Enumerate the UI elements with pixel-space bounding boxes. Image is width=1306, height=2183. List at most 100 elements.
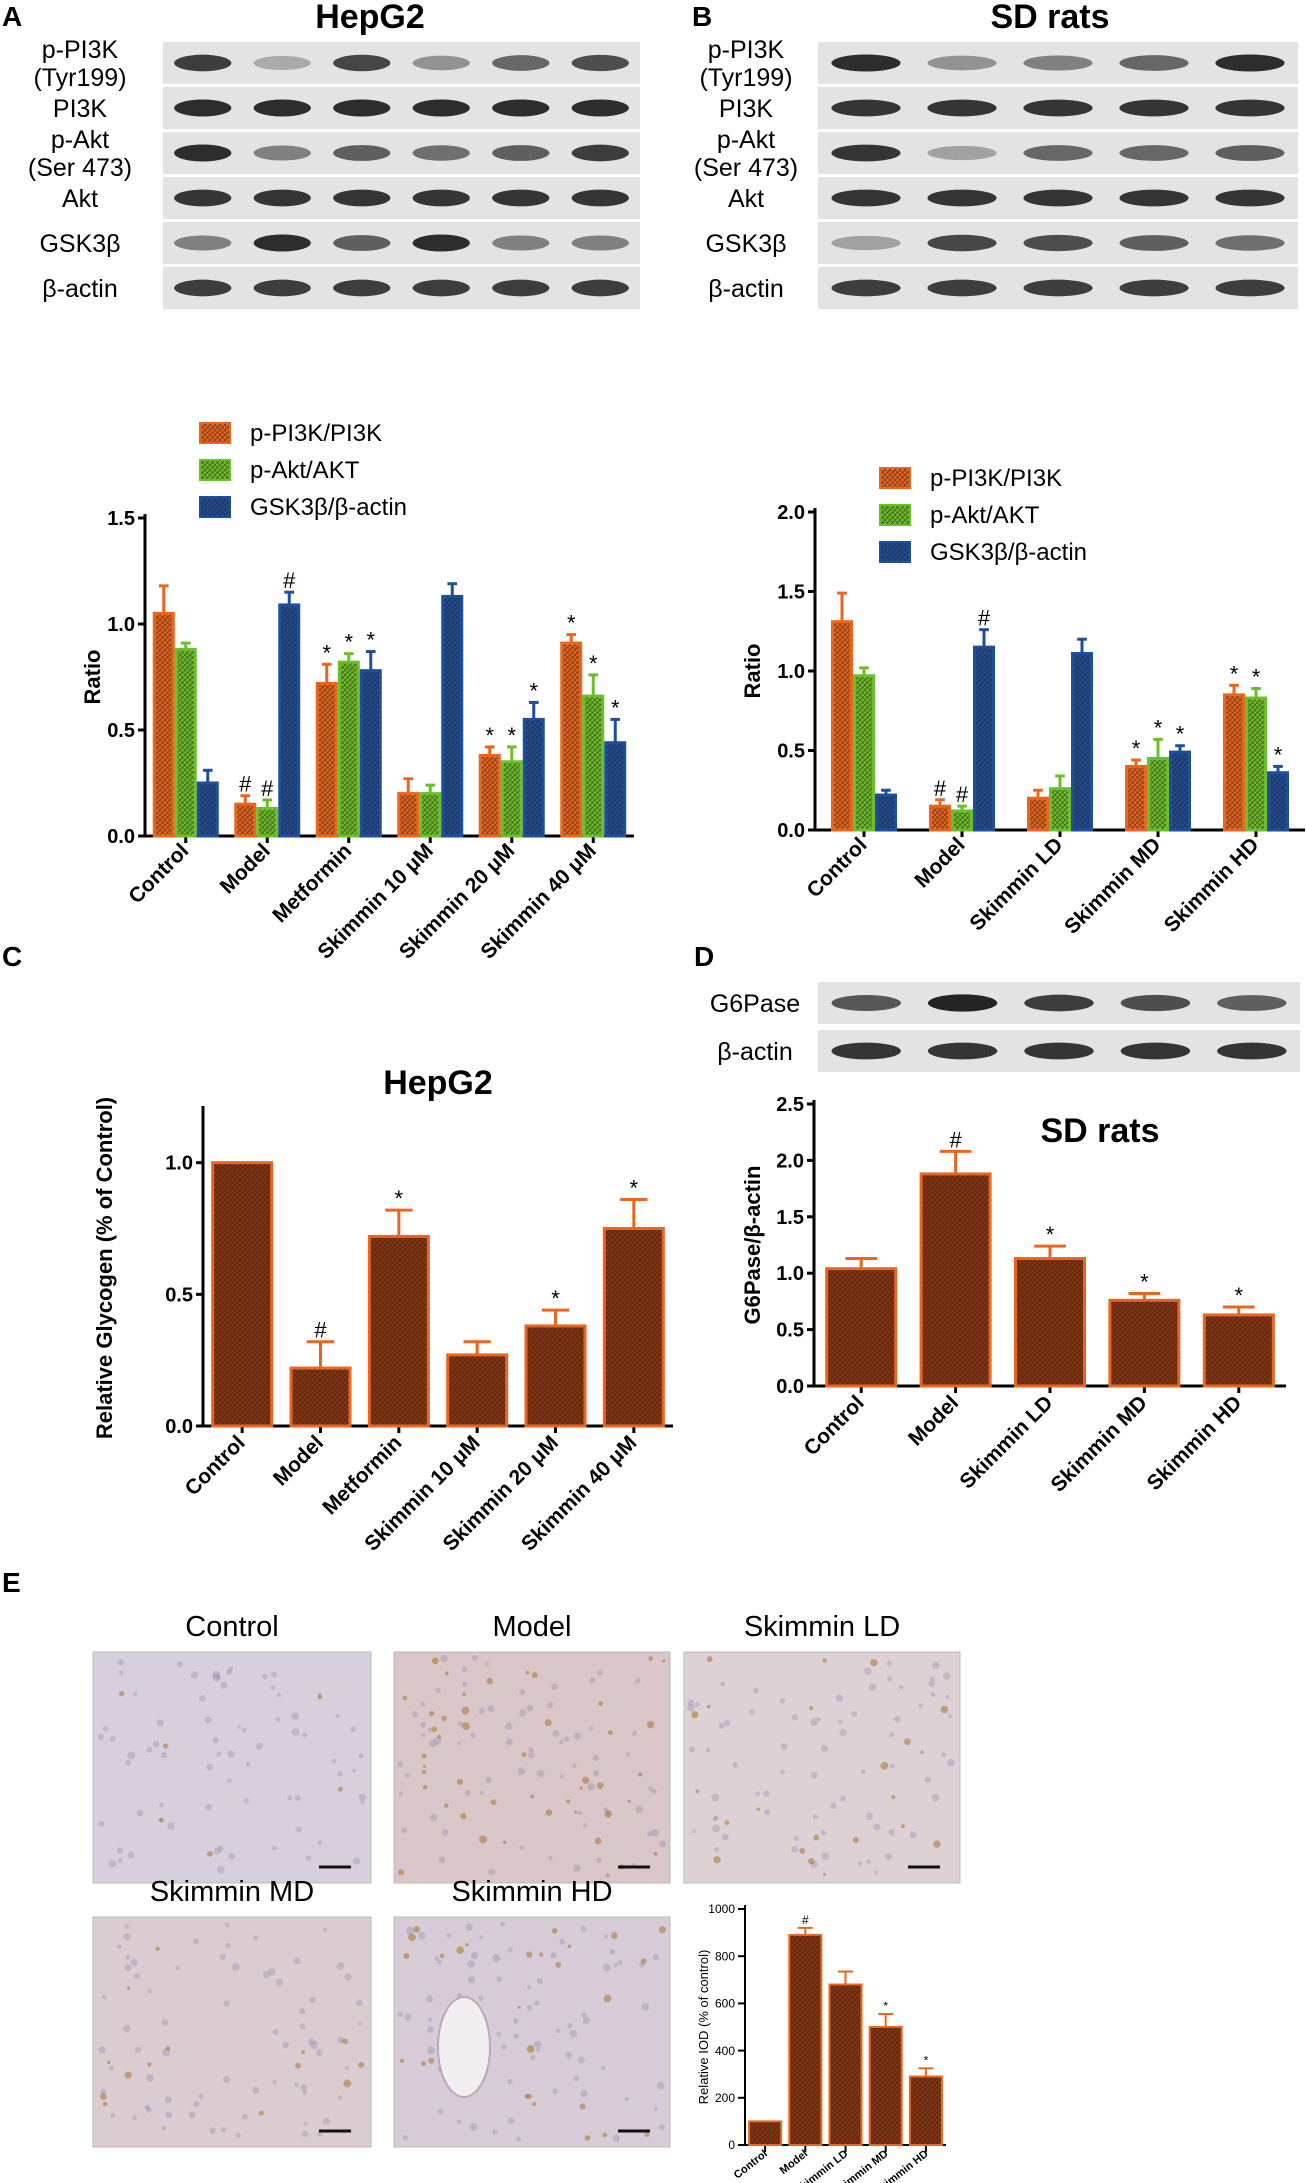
blot-row-label: β-actin: [717, 1038, 793, 1066]
nucleus-dot: [924, 1776, 931, 1783]
nucleus-dot: [227, 1750, 235, 1758]
blot-band: [831, 189, 901, 207]
nucleus-dot: [360, 1799, 365, 1805]
nucleus-dot: [857, 1861, 863, 1866]
nucleus-dot: [889, 1732, 895, 1738]
blot-band: [1120, 1042, 1191, 1060]
x-category-label: Skimmin HD: [1143, 1391, 1247, 1495]
stain-dot: [602, 2132, 608, 2138]
nucleus-dot: [161, 2125, 167, 2131]
blot-band: [412, 55, 470, 71]
micrograph-grid: Control Model Skimmin LD Skimmin MD Skimmin …: [92, 1611, 961, 2148]
nucleus-dot: [125, 1955, 130, 1960]
blot-strip: [163, 42, 640, 84]
micrograph-title: Skimmin LD: [744, 1611, 900, 1643]
nucleus-dot: [243, 1798, 250, 1804]
nucleus-dot: [235, 2132, 241, 2138]
nucleus-dot: [358, 1793, 366, 1801]
nucleus-dot: [930, 1676, 936, 1682]
nucleus-dot: [109, 2066, 114, 2071]
blot-band: [1024, 1042, 1094, 1060]
nucleus-dot: [485, 1776, 492, 1783]
blot-band: [927, 234, 997, 252]
bar: [875, 793, 897, 832]
blot-band: [927, 55, 997, 71]
chart-title: SD rats: [1040, 1112, 1159, 1150]
nucleus-dot: [322, 1927, 328, 1932]
bar: [853, 674, 875, 832]
nucleus-dot: [648, 1786, 653, 1791]
panel-letter-e: E: [2, 1567, 21, 1598]
nucleus-dot: [791, 1714, 799, 1721]
stain-dot: [124, 2071, 132, 2079]
blot-band: [927, 145, 997, 161]
nucleus-dot: [337, 1770, 343, 1777]
nucleus-dot: [535, 2047, 541, 2052]
sig-mark-star: *: [529, 678, 538, 703]
nucleus-dot: [492, 2128, 498, 2135]
stain-dot: [421, 1769, 426, 1774]
stain-dot: [486, 1677, 493, 1685]
bar: [788, 1933, 823, 2146]
nucleus-dot: [597, 1669, 603, 1676]
blot-band: [492, 145, 550, 161]
nucleus-dot: [632, 1730, 638, 1736]
nucleus-dot: [485, 1661, 490, 1667]
blot-band: [253, 99, 311, 117]
stain-dot: [517, 2005, 521, 2009]
nucleus-dot: [437, 2108, 444, 2115]
nucleus-dot: [712, 1816, 718, 1821]
nucleus-dot: [931, 1793, 940, 1802]
nucleus-dot: [487, 1868, 496, 1876]
blot-band: [831, 1042, 901, 1060]
nucleus-dot: [894, 1715, 901, 1723]
nucleus-dot: [435, 1687, 441, 1693]
bar: [174, 647, 197, 838]
y-tick-label: 0.0: [107, 826, 135, 848]
stain-dot: [526, 2045, 535, 2053]
nucleus-dot: [573, 2075, 580, 2082]
nucleus-dot: [600, 2065, 606, 2071]
nucleus-dot: [612, 2134, 620, 2142]
nucleus-dot: [217, 1845, 224, 1853]
nucleus-dot: [438, 1856, 446, 1863]
nucleus-dot: [310, 2041, 319, 2050]
nucleus-dot: [317, 2131, 323, 2137]
bar: [604, 741, 627, 838]
nucleus-dot: [941, 1752, 946, 1758]
bar: [211, 1161, 274, 1428]
stain-dot: [903, 1738, 911, 1746]
nucleus-dot: [651, 1829, 659, 1837]
nucleus-dot: [118, 1670, 124, 1676]
nucleus-dot: [705, 1747, 711, 1753]
stain-dot: [106, 2060, 111, 2065]
nucleus-dot: [467, 1960, 476, 1968]
panel-letter-b: B: [692, 1, 712, 32]
nucleus-dot: [344, 1973, 352, 1981]
stain-dot: [431, 1726, 438, 1733]
bar: [1223, 693, 1245, 832]
stain-dot: [439, 1953, 445, 1958]
bar: [367, 1234, 430, 1428]
x-category-label: Model: [269, 1431, 328, 1490]
nucleus-dot: [560, 1774, 565, 1779]
stain-dot: [428, 2057, 435, 2064]
nucleus-dot: [592, 1754, 599, 1762]
blot-row-label: (Ser 473): [28, 154, 132, 182]
bar: [315, 681, 338, 838]
stain-dot: [118, 1691, 125, 1697]
sig-mark-star: *: [322, 640, 331, 665]
nucleus-dot: [98, 1820, 105, 1827]
blot-band: [492, 55, 550, 71]
nucleus-dot: [810, 1718, 819, 1726]
y-tick-label: 1.5: [107, 508, 135, 530]
stain-dot: [301, 2050, 305, 2055]
nucleus-dot: [552, 1730, 560, 1737]
micrograph-title: Skimmin HD: [451, 1876, 612, 1908]
nucleus-dot: [427, 1727, 432, 1733]
stain-dot: [358, 2061, 365, 2069]
sig-mark-star: *: [1132, 736, 1141, 761]
sig-mark-hash: #: [802, 1913, 809, 1927]
